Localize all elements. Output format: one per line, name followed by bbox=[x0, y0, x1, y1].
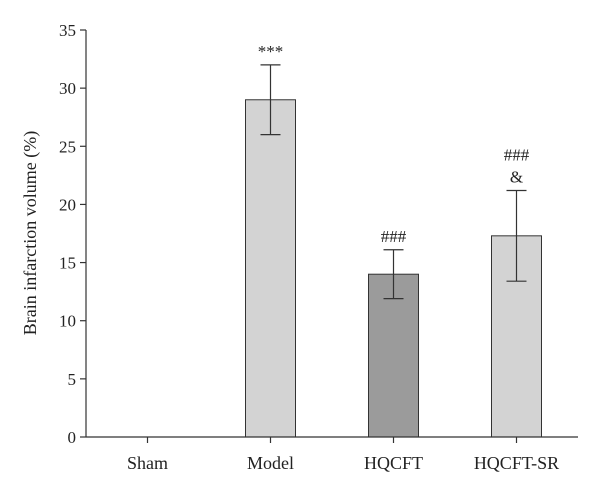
y-tick-label: 5 bbox=[68, 370, 77, 389]
error-bars bbox=[260, 64, 527, 300]
bars bbox=[245, 99, 542, 438]
y-tick-label: 20 bbox=[59, 195, 76, 214]
y-axis-ticks: 0 5 10 15 20 25 30 35 bbox=[59, 21, 86, 447]
y-tick-label: 0 bbox=[68, 428, 77, 447]
y-axis-title: Brain infarction volume (%) bbox=[20, 131, 41, 335]
x-tick-label: Sham bbox=[127, 453, 168, 473]
bar-model bbox=[245, 99, 296, 438]
y-tick-label: 15 bbox=[59, 254, 76, 273]
significance-label: & bbox=[510, 167, 523, 186]
bar-hqcft bbox=[368, 273, 419, 438]
x-tick-label: HQCFT bbox=[364, 453, 423, 473]
significance-label: ### bbox=[381, 227, 407, 246]
significance-label: *** bbox=[258, 42, 284, 61]
x-axis-ticks: Sham Model HQCFT HQCFT-SR bbox=[127, 437, 559, 473]
y-tick-label: 30 bbox=[59, 79, 76, 98]
x-tick-label: HQCFT-SR bbox=[474, 453, 559, 473]
significance-label: ### bbox=[504, 145, 530, 164]
y-tick-label: 10 bbox=[59, 312, 76, 331]
significance-annotations: *** ### & ### bbox=[258, 42, 530, 246]
y-tick-label: 25 bbox=[59, 137, 76, 156]
y-tick-label: 35 bbox=[59, 21, 76, 40]
x-tick-label: Model bbox=[247, 453, 294, 473]
